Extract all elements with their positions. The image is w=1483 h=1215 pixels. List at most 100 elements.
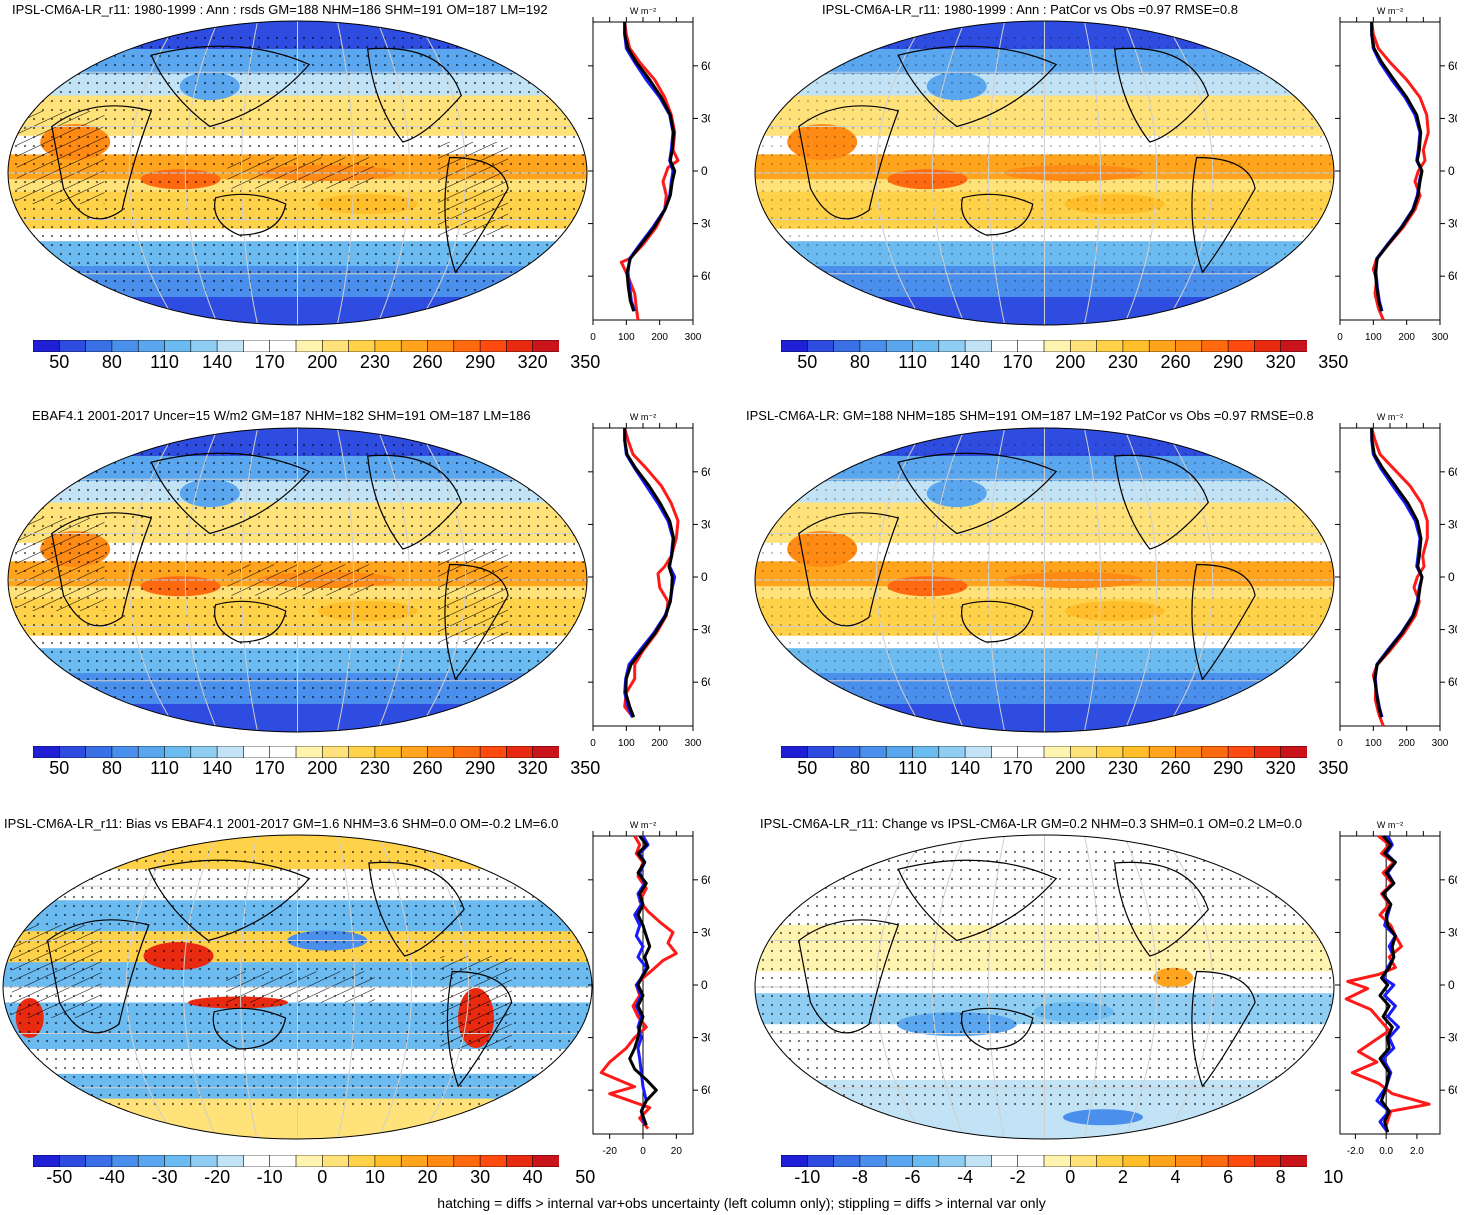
coastline bbox=[367, 454, 462, 550]
colorbar-label: -6 bbox=[904, 1167, 921, 1187]
colorbar-swatch bbox=[243, 1155, 271, 1167]
coastline bbox=[212, 1007, 287, 1050]
colorbar-swatch bbox=[1148, 340, 1177, 352]
colorbar-swatch bbox=[1148, 1155, 1177, 1167]
map-change bbox=[754, 834, 1335, 1140]
colorbar-label: 80 bbox=[849, 758, 870, 778]
colorbar-label: 20 bbox=[417, 1167, 438, 1187]
profile-bias: W m⁻² 60N 30N 0 30S 60S -20 0 20 bbox=[588, 820, 710, 1157]
colorbar-label: 2 bbox=[1117, 1167, 1128, 1187]
colorbar-swatch bbox=[1280, 340, 1307, 352]
colorbar-label: 350 bbox=[1318, 352, 1349, 372]
colorbar-swatch bbox=[1254, 340, 1282, 352]
coastline bbox=[798, 105, 900, 220]
profile-y-label: 60N bbox=[701, 465, 710, 479]
profile-x-label: 0.0 bbox=[1379, 1146, 1393, 1157]
colorbar-swatch bbox=[164, 746, 192, 758]
coastline bbox=[368, 861, 465, 957]
colorbar-swatch bbox=[964, 1155, 993, 1167]
profile-line-black bbox=[1370, 427, 1424, 718]
coastline bbox=[961, 1007, 1034, 1050]
colorbar-swatch bbox=[295, 340, 324, 352]
colorbar-swatch bbox=[1227, 340, 1256, 352]
graticule-lon bbox=[416, 428, 467, 732]
colorbar-label: -20 bbox=[204, 1167, 231, 1187]
colorbar-label: 170 bbox=[254, 352, 285, 372]
profile-y-label: 30N bbox=[701, 925, 710, 939]
colorbar-swatch bbox=[427, 340, 455, 352]
colorbar-swatch bbox=[137, 1155, 166, 1167]
colorbar-swatch bbox=[243, 340, 271, 352]
colorbar-swatch bbox=[964, 746, 993, 758]
profile-y-label: 0 bbox=[1448, 978, 1455, 992]
graticule-lon bbox=[336, 428, 355, 732]
coastline bbox=[367, 47, 462, 143]
colorbar-label: 170 bbox=[254, 758, 285, 778]
graticule-lon bbox=[337, 835, 356, 1139]
colorbar-swatch bbox=[1069, 340, 1098, 352]
colorbar-swatch bbox=[58, 746, 87, 758]
colorbar-swatch bbox=[506, 746, 534, 758]
colorbar-swatch bbox=[833, 340, 861, 352]
profile-y-label: 0 bbox=[701, 570, 708, 584]
colorbar-swatch bbox=[1227, 746, 1256, 758]
map-bias bbox=[2, 834, 593, 1140]
profile-unit-label: W m⁻² bbox=[1377, 6, 1403, 16]
colorbar-model-climatology bbox=[33, 340, 559, 352]
colorbar-swatch bbox=[374, 340, 402, 352]
colorbar-swatch bbox=[374, 746, 402, 758]
colorbar-swatch bbox=[833, 746, 861, 758]
colorbar-label: 50 bbox=[797, 352, 818, 372]
graticule-lon bbox=[376, 428, 411, 732]
colorbar-swatch bbox=[400, 746, 429, 758]
graticule-lon bbox=[240, 21, 259, 325]
colorbar-swatch bbox=[1096, 746, 1124, 758]
profile-y-label: 60S bbox=[701, 269, 710, 283]
map-blob bbox=[1063, 1109, 1143, 1126]
colorbar-swatch bbox=[1175, 1155, 1203, 1167]
hatching bbox=[16, 518, 105, 611]
colorbar-label: 80 bbox=[101, 352, 122, 372]
colorbar-swatch bbox=[532, 746, 559, 758]
colorbar-label: 320 bbox=[517, 758, 548, 778]
colorbar-swatch bbox=[479, 1155, 508, 1167]
colorbar-swatch bbox=[243, 746, 271, 758]
map-border bbox=[7, 20, 588, 326]
colorbar-label: -2 bbox=[1009, 1167, 1026, 1187]
colorbar-swatch bbox=[781, 340, 809, 352]
colorbar-swatch bbox=[321, 340, 350, 352]
graticule-lon bbox=[416, 21, 467, 325]
profile-unit-label: W m⁻² bbox=[1377, 820, 1403, 830]
profile-y-label: 30N bbox=[1448, 517, 1457, 531]
colorbar-labels: -50 -40 -30 -20 -10 0 10 20 30 40 50 bbox=[33, 1167, 595, 1189]
profile-line-red bbox=[1370, 427, 1429, 727]
colorbar-swatch bbox=[190, 340, 218, 352]
colorbar-swatch bbox=[1122, 1155, 1150, 1167]
colorbar-label: 200 bbox=[307, 352, 338, 372]
profile-line-black bbox=[628, 835, 658, 1126]
colorbar-labels: -10 -8 -6 -4 -2 0 2 4 6 8 10 bbox=[781, 1167, 1343, 1189]
profile-line-blue bbox=[623, 22, 675, 312]
hatching bbox=[440, 956, 512, 1049]
profile-frame bbox=[1339, 21, 1441, 321]
colorbar-swatch bbox=[453, 340, 481, 352]
colorbar-swatch bbox=[506, 340, 534, 352]
graticule-lon bbox=[240, 428, 259, 732]
profile-x-label: 300 bbox=[1432, 738, 1449, 749]
colorbar-label: 140 bbox=[950, 758, 981, 778]
colorbar-label: 50 bbox=[49, 352, 70, 372]
colorbar-label: 260 bbox=[412, 758, 443, 778]
profile-line-black bbox=[623, 428, 676, 718]
profile-y-label: 60N bbox=[701, 59, 710, 73]
colorbar-swatch bbox=[964, 340, 993, 352]
colorbar-swatch bbox=[1096, 1155, 1124, 1167]
colorbar-swatch bbox=[1175, 746, 1203, 758]
graticule-lon bbox=[1163, 835, 1214, 1139]
colorbar-model-patcor bbox=[781, 340, 1307, 352]
coastline bbox=[214, 193, 287, 236]
colorbar-label: 230 bbox=[1107, 758, 1138, 778]
colorbar-label: 260 bbox=[1160, 352, 1191, 372]
colorbar-swatch bbox=[190, 746, 218, 758]
colorbar-label: -4 bbox=[957, 1167, 974, 1187]
colorbar-swatch bbox=[1096, 340, 1124, 352]
